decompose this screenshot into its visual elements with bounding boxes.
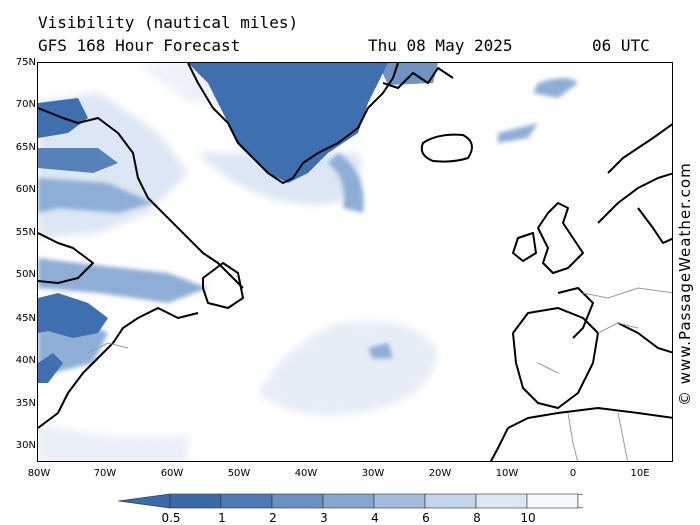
legend-swatch xyxy=(475,493,528,509)
lon-label: 10W xyxy=(495,468,519,479)
forecast-time: 06 UTC xyxy=(592,36,650,55)
lon-label: 30W xyxy=(361,468,385,479)
legend-label: 3 xyxy=(320,511,328,525)
legend-swatch xyxy=(169,493,222,509)
visibility-legend xyxy=(118,493,583,509)
lon-label: 60W xyxy=(160,468,184,479)
forecast-date: Thu 08 May 2025 xyxy=(368,36,513,55)
legend-min-arrow xyxy=(118,493,171,509)
lat-label: 70N xyxy=(15,99,36,110)
legend-max-arrow xyxy=(577,493,583,509)
lon-label: 80W xyxy=(27,468,51,479)
legend-swatch xyxy=(271,493,324,509)
lon-label: 40W xyxy=(294,468,318,479)
legend-swatch xyxy=(526,493,579,509)
legend-label: 0.5 xyxy=(161,511,181,525)
legend-label: 1 xyxy=(218,511,226,525)
lon-label: 20W xyxy=(428,468,452,479)
coastlines xyxy=(38,63,672,461)
lat-label: 50N xyxy=(15,269,36,280)
legend-swatch xyxy=(424,493,477,509)
legend-label: 2 xyxy=(269,511,277,525)
legend-swatch xyxy=(373,493,426,509)
lat-label: 55N xyxy=(15,227,36,238)
lat-label: 35N xyxy=(15,398,36,409)
legend-swatch xyxy=(220,493,273,509)
legend-label: 6 xyxy=(422,511,430,525)
lat-label: 65N xyxy=(15,142,36,153)
legend-label: 4 xyxy=(371,511,379,525)
credit-watermark: © www.PassageWeather.com xyxy=(676,162,694,406)
country-borders xyxy=(87,287,672,461)
lat-label: 45N xyxy=(15,313,36,324)
lat-label: 30N xyxy=(15,440,36,451)
lon-label: 50W xyxy=(227,468,251,479)
legend-label: 8 xyxy=(473,511,481,525)
lon-label: 70W xyxy=(93,468,117,479)
lon-label: 0 xyxy=(569,468,577,479)
visibility-map xyxy=(37,62,673,462)
map-canvas xyxy=(38,63,672,461)
forecast-subtitle: GFS 168 Hour Forecast xyxy=(38,36,241,55)
lat-label: 75N xyxy=(15,57,36,68)
lon-label: 10E xyxy=(630,468,650,479)
lat-label: 40N xyxy=(15,355,36,366)
lat-label: 60N xyxy=(15,184,36,195)
legend-swatch xyxy=(322,493,375,509)
legend-label: 10 xyxy=(520,511,536,525)
map-title: Visibility (nautical miles) xyxy=(38,13,299,32)
